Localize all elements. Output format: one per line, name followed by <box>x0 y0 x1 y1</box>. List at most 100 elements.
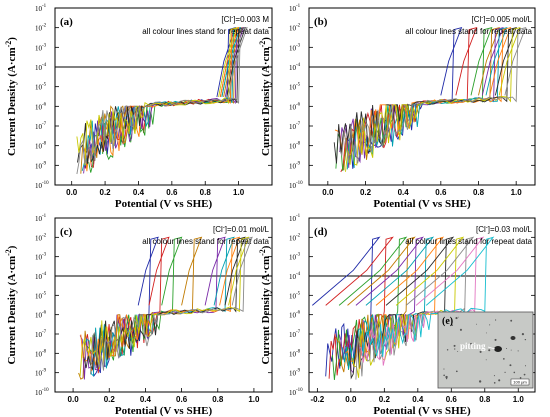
inset-speckle <box>502 358 505 360</box>
inset-speckle <box>493 382 496 384</box>
inset-speckle <box>524 365 527 367</box>
scalebar-label: 100 μm <box>513 380 527 385</box>
y-tick-label: 10 <box>35 389 43 397</box>
x-tick-label: 0.4 <box>412 395 424 404</box>
inset-speckle <box>521 333 525 336</box>
y-tick-exp: -4 <box>296 272 301 277</box>
x-tick-label: 1.0 <box>511 188 523 197</box>
inset-micrograph: (e) pitting 100 μm <box>437 311 534 389</box>
series-line <box>346 27 508 170</box>
pitting-arrow <box>487 346 496 350</box>
y-tick-exp: -7 <box>296 122 301 127</box>
y-tick-label: 10 <box>35 215 43 223</box>
series-line <box>333 27 517 164</box>
x-tick-label: 0.6 <box>166 188 178 197</box>
y-tick-exp: -3 <box>296 43 301 48</box>
y-tick-label: 10 <box>289 273 297 281</box>
y-tick-exp: -5 <box>42 291 47 296</box>
inset-speckle <box>488 349 491 352</box>
inset-speckle <box>457 316 459 318</box>
repeat-note: all colour lines stand for repeat data <box>142 237 269 246</box>
y-tick-exp: -8 <box>296 349 301 354</box>
inset-label: (e) <box>442 316 453 327</box>
inset-speckle <box>470 342 473 346</box>
y-tick-exp: -2 <box>42 24 47 29</box>
inset-speckle <box>453 344 456 347</box>
x-tick-label: 0.4 <box>133 188 145 197</box>
series-line <box>90 236 253 375</box>
concentration-label: [Cl-]=0.003 M <box>221 15 269 24</box>
x-tick-label: 0.2 <box>379 395 391 404</box>
x-axis-label: Potential (V vs SHE) <box>373 198 471 210</box>
inset-speckle <box>498 379 501 382</box>
y-tick-exp: -5 <box>42 83 47 88</box>
x-tick-label: 1.0 <box>513 395 525 404</box>
pit-mark <box>510 336 516 340</box>
inset-speckle <box>493 375 496 377</box>
y-tick-label: 10 <box>289 312 297 320</box>
x-tick-label: 0.0 <box>322 188 334 197</box>
repeat-note: all colour lines stand for repeat data <box>142 27 269 36</box>
y-tick-label: 10 <box>289 182 297 190</box>
inset-speckle <box>478 380 482 383</box>
pit-mark <box>494 346 502 352</box>
x-tick-label: 0.8 <box>200 188 212 197</box>
inset-speckle <box>517 350 519 352</box>
inset-speckle <box>523 373 526 376</box>
y-tick-exp: -7 <box>296 330 301 335</box>
axes-frame <box>308 7 536 186</box>
x-tick-label: 0.0 <box>68 395 80 404</box>
y-tick-label: 10 <box>35 350 43 358</box>
y-tick-label: 10 <box>289 350 297 358</box>
x-tick-label: 0.4 <box>140 395 152 404</box>
repeat-note: all colour lines stand for repeat data <box>405 237 532 246</box>
y-tick-label: 10 <box>35 84 43 92</box>
inset-speckle <box>489 324 491 326</box>
x-tick-label: -0.2 <box>310 395 324 404</box>
x-tick-label: 0.8 <box>212 395 224 404</box>
y-tick-exp: -7 <box>42 330 47 335</box>
inset-speckle <box>451 324 453 327</box>
y-tick-label: 10 <box>35 234 43 242</box>
y-tick-exp: -2 <box>296 233 301 238</box>
x-tick-label: 0.6 <box>435 188 447 197</box>
inset-speckle <box>485 359 487 361</box>
inset-speckle <box>510 319 513 322</box>
y-tick-label: 10 <box>35 254 43 262</box>
y-tick-label: 10 <box>35 25 43 33</box>
series-line <box>76 27 248 175</box>
x-tick-label: 1.0 <box>248 395 260 404</box>
axes-frame <box>54 217 273 393</box>
axes-frame <box>54 7 273 186</box>
series-line <box>76 27 238 166</box>
y-tick-label: 10 <box>35 331 43 339</box>
y-tick-label: 10 <box>35 292 43 300</box>
inset-speckle <box>479 350 482 353</box>
y-tick-label: 10 <box>35 273 43 281</box>
panel-label: (b) <box>314 16 328 28</box>
x-tick-label: 0.6 <box>446 395 458 404</box>
y-tick-label: 10 <box>289 25 297 33</box>
y-tick-label: 10 <box>289 162 297 170</box>
y-tick-label: 10 <box>289 103 297 111</box>
y-tick-exp: -4 <box>296 63 301 68</box>
y-tick-exp: -4 <box>42 63 47 68</box>
y-tick-label: 10 <box>289 123 297 131</box>
inset-speckle <box>443 368 445 370</box>
inset-speckle <box>457 351 459 352</box>
inset-speckle <box>445 375 448 379</box>
inset-speckle <box>459 328 462 331</box>
y-tick-exp: -5 <box>296 83 301 88</box>
y-tick-exp: -10 <box>42 181 49 186</box>
y-tick-label: 10 <box>35 5 43 13</box>
inset-speckle <box>513 371 516 374</box>
y-tick-exp: -8 <box>296 142 301 147</box>
series-line <box>79 236 250 377</box>
y-tick-exp: -6 <box>42 311 47 316</box>
y-tick-label: 10 <box>35 182 43 190</box>
